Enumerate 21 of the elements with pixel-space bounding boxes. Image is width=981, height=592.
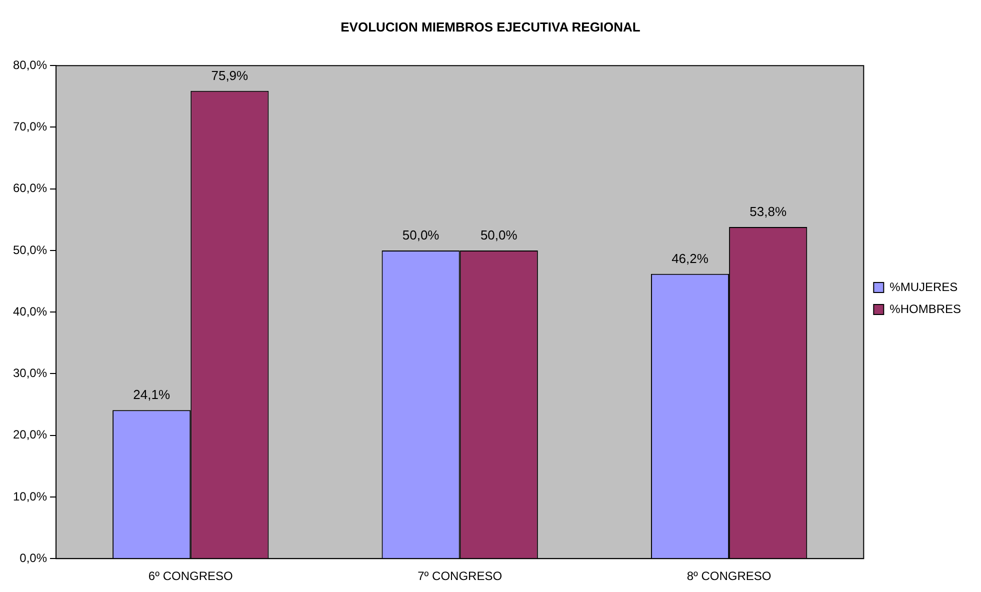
chart-title: EVOLUCION MIEMBROS EJECUTIVA REGIONAL [340, 19, 640, 34]
y-tick-label: 80,0% [12, 58, 48, 72]
data-label: 50,0% [480, 228, 518, 243]
data-label: 75,9% [211, 68, 249, 83]
legend-label: %MUJERES [890, 280, 958, 294]
data-label: 53,8% [750, 204, 787, 220]
x-tick-label: 6º CONGRESO [148, 569, 233, 584]
y-tick-label: 30,0% [12, 366, 48, 380]
data-label: 24,1% [133, 387, 170, 402]
data-label: 46,2% [672, 250, 709, 266]
legend-label: %HOMBRES [890, 302, 961, 316]
y-tick-label: 0,0% [20, 550, 48, 565]
x-tick-label: 8º CONGRESO [686, 569, 772, 584]
y-tick-label: 60,0% [12, 181, 48, 196]
y-tick-label: 50,0% [12, 242, 48, 257]
y-tick-label: 10,0% [12, 489, 48, 504]
y-tick-label: 40,0% [12, 304, 48, 318]
y-tick-label: 20,0% [12, 428, 48, 442]
data-label: 50,0% [402, 228, 440, 243]
x-tick-label: 7º CONGRESO [418, 569, 502, 584]
y-tick-label: 70,0% [12, 120, 48, 134]
